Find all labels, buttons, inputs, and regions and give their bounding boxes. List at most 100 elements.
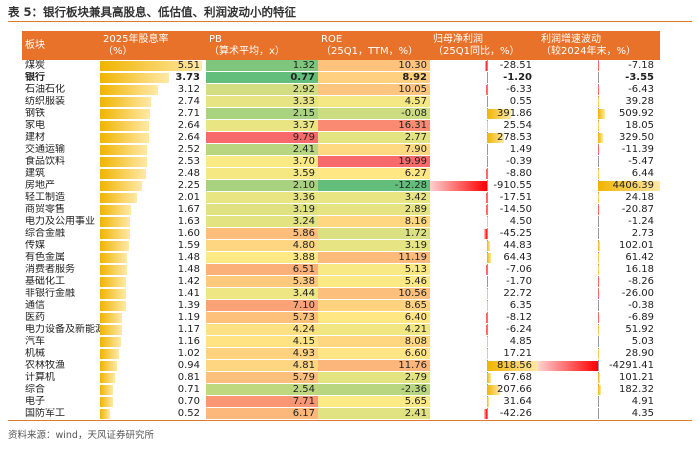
dividend-yield-value: 0.70: [177, 396, 200, 408]
dividend-yield-bar: [100, 205, 131, 215]
net-profit-value: 1.49: [509, 144, 532, 156]
profit-volatility-cell: 4406.39: [538, 179, 660, 193]
roe-cell: 4.21: [318, 323, 430, 337]
table-row: 建筑 2.48 3.59 6.27 -8.80 6.44: [22, 167, 660, 181]
profit-volatility-value: -7.18: [628, 60, 654, 72]
net-profit-value: 22.72: [503, 288, 532, 300]
pb-cell: 2.10: [206, 179, 318, 193]
sector-name: 纺织服装: [22, 95, 100, 109]
sector-name: 综合金融: [22, 227, 100, 241]
profit-volatility-bar: [598, 385, 601, 395]
net-profit-axis: [486, 228, 488, 239]
dividend-yield-value: 2.53: [177, 156, 200, 168]
net-profit-value: -17.51: [499, 192, 532, 204]
dividend-yield-cell: 0.70: [100, 395, 206, 409]
table-row: 非银行金融 1.41 3.44 10.56 22.72 -26.00: [22, 287, 660, 301]
pb-cell: 6.17: [206, 407, 318, 421]
roe-cell: 6.40: [318, 311, 430, 325]
sector-name: 国防军工: [22, 407, 100, 421]
pb-cell: 2.41: [206, 143, 318, 157]
dividend-yield-cell: 1.63: [100, 215, 206, 229]
net-profit-value: -910.55: [493, 180, 532, 192]
dividend-yield-bar: [100, 289, 127, 299]
dividend-yield-value: 1.60: [177, 228, 200, 240]
pb-cell: 2.15: [206, 107, 318, 121]
net-profit-bar: [485, 61, 487, 71]
table-row: 计算机 0.81 5.79 2.79 67.68 101.21: [22, 371, 660, 385]
profit-volatility-value: 4.91: [631, 396, 654, 408]
dividend-yield-value: 3.73: [175, 72, 200, 84]
profit-volatility-axis: [598, 288, 600, 299]
dividend-yield-cell: 3.73: [100, 71, 206, 85]
net-profit-bar: [486, 385, 500, 395]
profit-volatility-value: 4406.39: [612, 180, 654, 192]
profit-volatility-value: 2.73: [631, 228, 654, 240]
profit-volatility-axis: [598, 72, 600, 83]
sector-name: 钢铁: [22, 107, 100, 121]
profit-volatility-axis: [598, 120, 600, 131]
sector-name: 通信: [22, 299, 100, 313]
net-profit-cell: 31.64: [430, 395, 538, 409]
dividend-yield-bar: [100, 229, 130, 239]
net-profit-cell: 391.86: [430, 107, 538, 121]
table-row: 石油石化 3.12 2.92 10.05 -6.33 -6.43: [22, 83, 660, 97]
net-profit-cell: 818.56: [430, 359, 538, 373]
profit-volatility-value: 182.32: [619, 384, 654, 396]
dividend-yield-bar: [100, 193, 138, 203]
net-profit-bar: [486, 289, 489, 299]
roe-cell: 10.05: [318, 83, 430, 97]
dividend-yield-value: 1.42: [177, 276, 200, 288]
table-row: 综合 0.71 2.54 -2.36 207.66 182.32: [22, 383, 660, 397]
net-profit-value: 25.54: [503, 120, 532, 132]
profit-volatility-cell: -26.00: [538, 287, 660, 301]
dividend-yield-bar: [100, 61, 202, 71]
profit-volatility-cell: 16.18: [538, 263, 660, 277]
profit-volatility-axis: [598, 228, 600, 239]
dividend-yield-bar: [100, 169, 146, 179]
net-profit-cell: -6.24: [430, 323, 538, 337]
net-profit-value: -6.24: [506, 324, 532, 336]
sector-name: 基础化工: [22, 275, 100, 289]
dividend-yield-cell: 1.19: [100, 311, 206, 325]
roe-cell: 3.19: [318, 239, 430, 253]
table-row: 电子 0.70 7.71 5.65 31.64 4.91: [22, 395, 660, 409]
net-profit-cell: -8.80: [430, 167, 538, 181]
dividend-yield-cell: 2.53: [100, 155, 206, 169]
net-profit-cell: 4.50: [430, 215, 538, 229]
net-profit-value: 64.43: [503, 252, 532, 264]
net-profit-cell: -45.25: [430, 227, 538, 241]
roe-cell: 10.30: [318, 60, 430, 73]
profit-volatility-bar: [598, 241, 600, 251]
roe-cell: 2.79: [318, 371, 430, 385]
profit-volatility-axis: [598, 204, 600, 215]
net-profit-cell: 4.85: [430, 335, 538, 349]
roe-cell: 6.27: [318, 167, 430, 181]
pb-cell: 3.88: [206, 251, 318, 265]
profit-volatility-cell: 102.01: [538, 239, 660, 253]
table-row: 电力及公用事业 1.63 3.24 8.16 4.50 -1.24: [22, 215, 660, 229]
dividend-yield-value: 1.48: [177, 264, 200, 276]
roe-cell: 7.90: [318, 143, 430, 157]
profit-volatility-cell: -20.87: [538, 203, 660, 217]
dividend-yield-bar: [100, 409, 110, 419]
profit-volatility-value: -6.43: [628, 84, 654, 96]
profit-volatility-bar: [598, 253, 600, 263]
dividend-yield-value: 0.52: [177, 408, 200, 420]
net-profit-cell: -8.12: [430, 311, 538, 325]
net-profit-value: 67.68: [503, 372, 532, 384]
header-row: 板块 2025年股息率 （%） PB （算术平均，x） ROE （25Q1，TTM，%…: [22, 31, 660, 60]
net-profit-axis: [486, 96, 488, 107]
table-row: 汽车 1.16 4.15 8.08 4.85 5.03: [22, 335, 660, 349]
header-profit-volatility: 利润增速波动 （较2024年末，%）: [538, 31, 660, 60]
net-profit-axis: [486, 216, 488, 227]
profit-volatility-cell: -1.24: [538, 215, 660, 229]
dividend-yield-cell: 1.48: [100, 263, 206, 277]
sector-name: 家电: [22, 119, 100, 133]
dividend-yield-bar: [100, 397, 113, 407]
pb-cell: 5.38: [206, 275, 318, 289]
pb-cell: 5.79: [206, 371, 318, 385]
net-profit-bar: [486, 241, 490, 251]
dividend-yield-bar: [100, 121, 149, 131]
roe-cell: 1.72: [318, 227, 430, 241]
table-row: 国防军工 0.52 6.17 2.41 -42.26 4.35: [22, 407, 660, 421]
